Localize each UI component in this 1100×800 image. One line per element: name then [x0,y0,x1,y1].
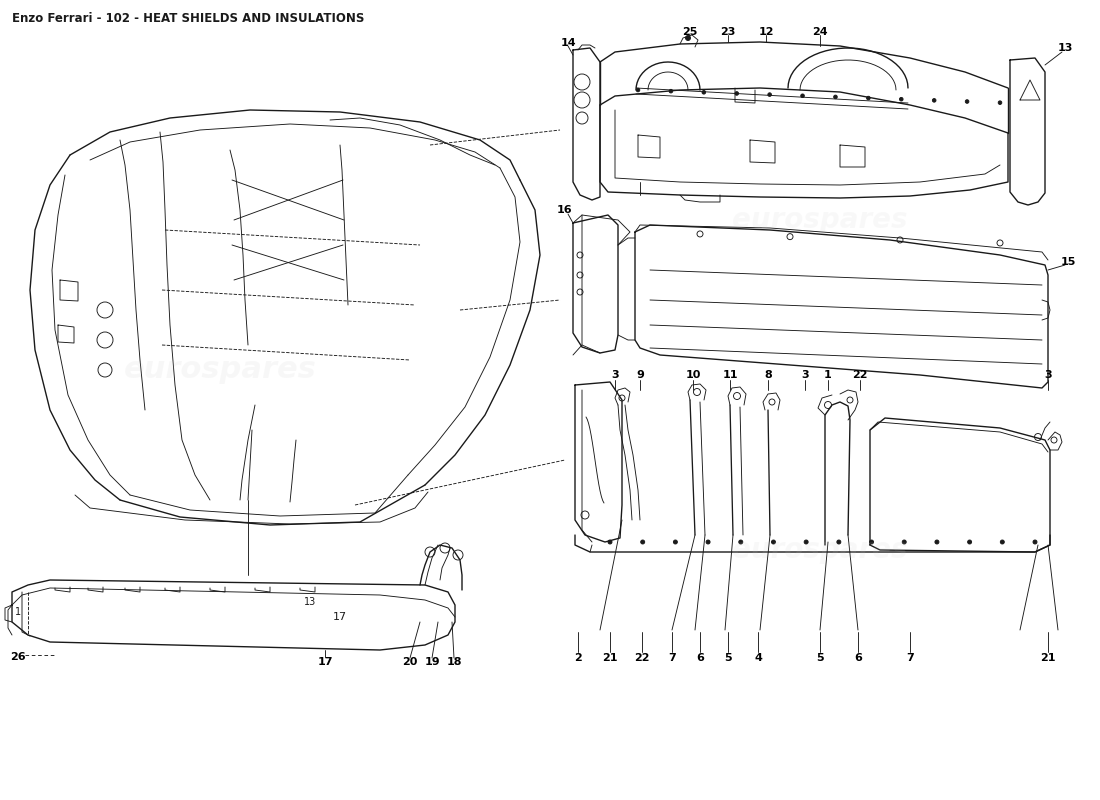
Text: 6: 6 [696,653,704,663]
Text: Enzo Ferrari - 102 - HEAT SHIELDS AND INSULATIONS: Enzo Ferrari - 102 - HEAT SHIELDS AND IN… [12,12,364,25]
Circle shape [837,540,840,544]
Text: 3: 3 [801,370,808,380]
Circle shape [998,101,1002,105]
Text: 9: 9 [636,370,644,380]
Text: 10: 10 [685,370,701,380]
Text: 20: 20 [403,657,418,667]
Circle shape [900,98,903,101]
Circle shape [968,540,971,544]
Circle shape [834,95,837,98]
Circle shape [1033,540,1037,544]
Text: 7: 7 [906,653,914,663]
Circle shape [669,90,673,93]
Text: eurospares: eurospares [123,355,317,385]
Text: 4: 4 [755,653,762,663]
Text: 7: 7 [668,653,675,663]
Circle shape [735,92,738,95]
Circle shape [702,90,705,94]
Circle shape [902,540,906,544]
Text: 17: 17 [317,657,332,667]
Text: 3: 3 [612,370,619,380]
Text: 6: 6 [854,653,862,663]
Circle shape [933,98,936,102]
Text: 26: 26 [10,652,25,662]
Text: 14: 14 [560,38,575,48]
Text: 3: 3 [1044,370,1052,380]
Text: 21: 21 [1041,653,1056,663]
Text: 13: 13 [1057,43,1072,53]
Circle shape [636,88,640,92]
Circle shape [706,540,711,544]
Circle shape [771,540,775,544]
Circle shape [640,540,645,544]
Text: 25: 25 [682,27,697,37]
Text: 16: 16 [558,205,573,215]
Text: 8: 8 [764,370,772,380]
Circle shape [935,540,939,544]
Text: 21: 21 [603,653,618,663]
Text: 19: 19 [425,657,440,667]
Circle shape [768,93,771,97]
Text: 1: 1 [15,607,21,617]
Text: 1: 1 [824,370,832,380]
Text: 22: 22 [852,370,868,380]
Text: 2: 2 [574,653,582,663]
Circle shape [608,540,612,544]
Circle shape [739,540,742,544]
Text: 23: 23 [720,27,736,37]
Text: 18: 18 [447,657,462,667]
Text: 5: 5 [724,653,732,663]
Circle shape [869,540,873,544]
Text: 11: 11 [723,370,738,380]
Text: 5: 5 [816,653,824,663]
Circle shape [801,94,804,98]
Text: 15: 15 [1060,257,1076,267]
Text: 24: 24 [812,27,828,37]
Text: 22: 22 [635,653,650,663]
Circle shape [685,35,691,41]
Circle shape [867,96,870,100]
Text: 12: 12 [758,27,773,37]
Text: 13: 13 [304,597,316,607]
Circle shape [1000,540,1004,544]
Circle shape [673,540,678,544]
Circle shape [966,100,969,103]
Text: eurospares: eurospares [733,206,908,234]
Text: 17: 17 [333,612,348,622]
Text: eurospares: eurospares [733,536,908,564]
Circle shape [804,540,808,544]
